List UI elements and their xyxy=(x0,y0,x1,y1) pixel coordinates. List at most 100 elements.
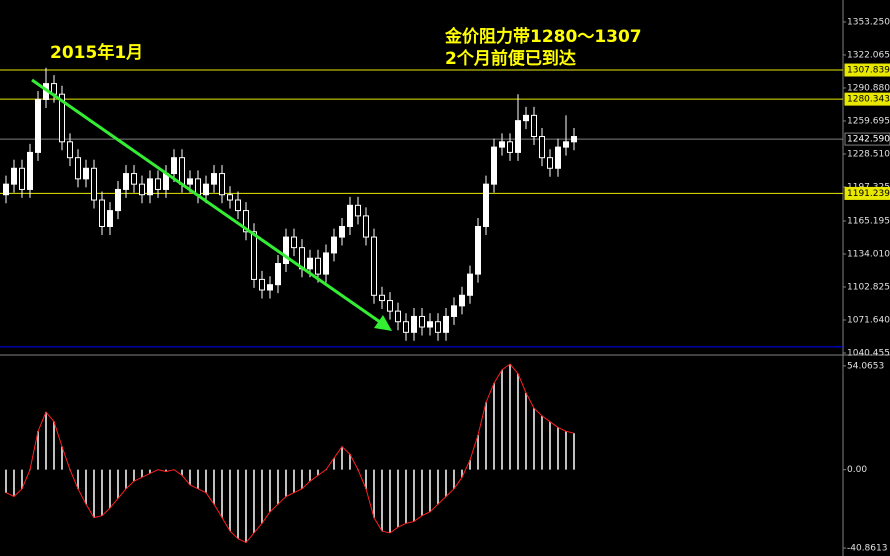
candle-body xyxy=(435,321,441,333)
histogram-bar xyxy=(85,469,87,505)
histogram-bar xyxy=(165,469,167,472)
y-tick-label: 54.0653 xyxy=(847,361,884,371)
histogram-bar xyxy=(133,469,135,482)
histogram-bar xyxy=(413,469,415,522)
histogram-bar xyxy=(101,469,103,516)
histogram-bar xyxy=(189,469,191,485)
trend-arrow xyxy=(31,78,392,331)
histogram-bar xyxy=(5,469,7,493)
candle-body xyxy=(483,183,489,227)
candle-body xyxy=(555,146,561,169)
histogram-bar xyxy=(221,469,223,518)
histogram-bar xyxy=(301,469,303,489)
y-tick-label: 1040.455 xyxy=(847,349,890,359)
histogram-bar xyxy=(317,469,319,476)
candle-body xyxy=(419,315,425,328)
histogram-bar xyxy=(77,469,79,489)
candle-body xyxy=(547,157,553,169)
y-tick-label: 1102.825 xyxy=(847,282,890,292)
histogram-bar xyxy=(37,431,39,470)
candle-body xyxy=(251,231,257,280)
candle-body xyxy=(347,204,353,227)
histogram-bar xyxy=(437,469,439,505)
signal-line xyxy=(5,363,575,544)
histogram-bar xyxy=(549,421,551,470)
histogram-bar xyxy=(229,469,231,532)
candle-body xyxy=(515,120,521,153)
candle-body xyxy=(59,93,65,143)
histogram-bar xyxy=(245,469,247,543)
histogram-bar xyxy=(93,469,95,518)
histogram-bar xyxy=(533,408,535,470)
candle-body xyxy=(451,305,457,317)
candle-body xyxy=(339,225,345,238)
histogram-bar xyxy=(293,469,295,493)
histogram-bar xyxy=(277,469,279,505)
y-tick-label: 1353.250 xyxy=(847,17,890,27)
histogram-bar xyxy=(381,469,383,532)
histogram-bar xyxy=(541,415,543,470)
level-label-box xyxy=(844,92,890,106)
level-label: 1191.239 xyxy=(847,189,890,199)
histogram-bar xyxy=(141,469,143,478)
histogram-bar xyxy=(213,469,215,505)
level-label-box xyxy=(844,186,890,200)
histogram-bar xyxy=(389,469,391,533)
histogram-bar xyxy=(149,469,151,474)
candle-body xyxy=(507,141,513,153)
candle-body xyxy=(571,136,577,143)
candle-body xyxy=(411,315,417,333)
histogram-bar xyxy=(557,427,559,470)
y-tick-label: 1134.010 xyxy=(847,249,890,259)
histogram-bar xyxy=(525,392,527,470)
level-label-box xyxy=(844,132,890,146)
level-label: 1307.839 xyxy=(847,66,890,76)
candle-body xyxy=(259,278,265,291)
histogram-bar xyxy=(565,431,567,470)
histogram-bar xyxy=(205,469,207,493)
y-tick-label: 1259.695 xyxy=(847,116,890,126)
candle-body xyxy=(83,167,89,180)
histogram-bar xyxy=(477,435,479,470)
candle-body xyxy=(387,300,393,312)
candle-body xyxy=(531,114,537,138)
candle-body xyxy=(475,225,481,275)
histogram-bar xyxy=(573,433,575,470)
histogram-bar xyxy=(309,469,311,482)
candle-body xyxy=(459,294,465,307)
candle-body xyxy=(315,257,321,275)
histogram-bar xyxy=(493,383,495,470)
histogram-bar xyxy=(485,402,487,470)
candle-body xyxy=(291,236,297,249)
candle-body xyxy=(523,114,529,122)
y-tick-label: -40.8613 xyxy=(847,544,887,554)
level-label-box xyxy=(844,63,890,77)
histogram-bar xyxy=(501,369,503,470)
candle-body xyxy=(171,157,177,175)
candle-body xyxy=(75,157,81,180)
candle-body xyxy=(227,194,233,201)
histogram-bar xyxy=(53,421,55,470)
candle-body xyxy=(67,141,73,159)
candle-body xyxy=(243,210,249,233)
histogram-bar xyxy=(421,469,423,516)
candle-body xyxy=(395,310,401,323)
candle-body xyxy=(19,167,25,190)
candle-body xyxy=(115,188,121,212)
candle-body xyxy=(539,136,545,159)
arrow-shaft xyxy=(31,78,381,324)
y-tick-label: 1165.195 xyxy=(847,216,890,226)
candle-body xyxy=(331,236,337,254)
candle-body xyxy=(323,252,329,275)
candle-body xyxy=(403,321,409,333)
candle-body xyxy=(123,173,129,190)
candle-body xyxy=(147,178,153,196)
candle-body xyxy=(563,141,569,148)
y-tick-label: 1322.065 xyxy=(847,50,890,60)
histogram-bar xyxy=(181,469,183,476)
candle-body xyxy=(499,141,505,148)
histogram-bar xyxy=(45,412,47,470)
histogram-bar xyxy=(517,373,519,470)
candle-body xyxy=(211,173,217,185)
candle-body xyxy=(443,315,449,333)
